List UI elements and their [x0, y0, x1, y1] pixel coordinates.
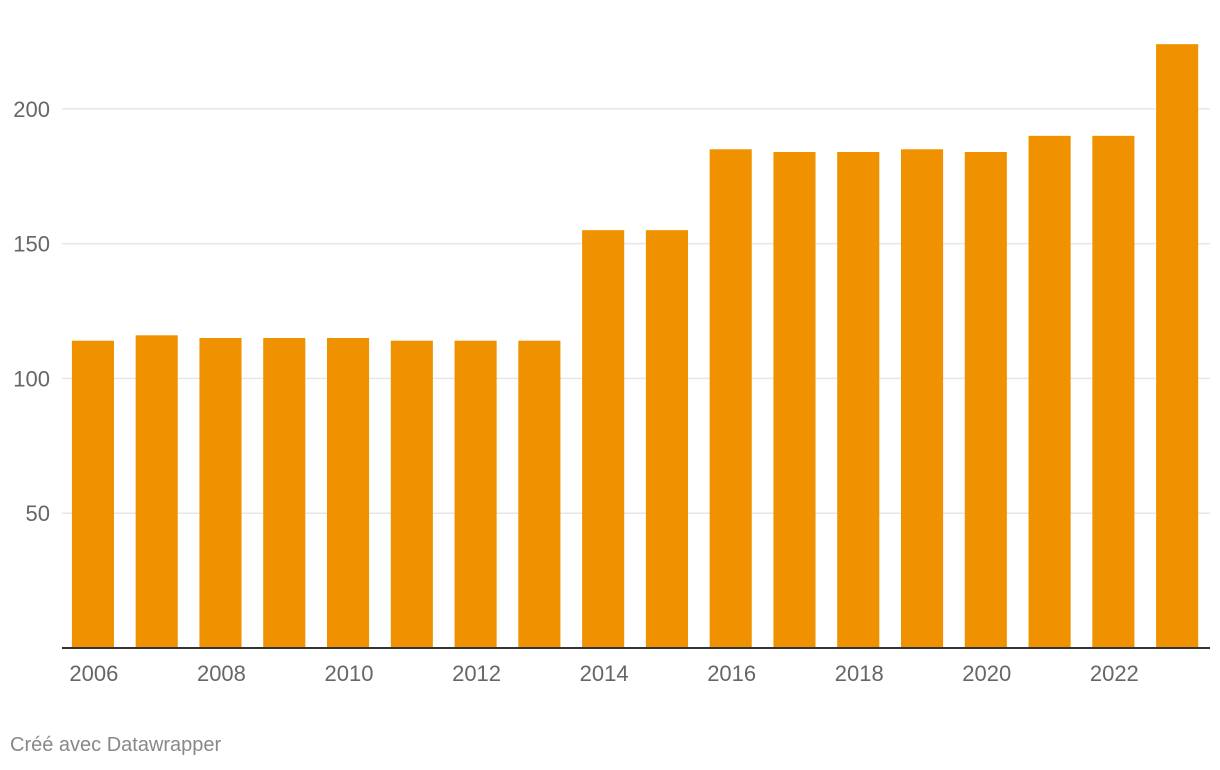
y-tick-labels: 50 100 150 200 [13, 97, 50, 526]
bar-2019 [900, 149, 944, 648]
x-tick-label-2016: 2016 [707, 661, 756, 686]
bar-2022 [1092, 135, 1135, 649]
x-tick-label-2022: 2022 [1090, 661, 1139, 686]
y-tick-label-200: 200 [13, 97, 50, 122]
x-tick-label-2006: 2006 [69, 661, 118, 686]
x-tick-label-2008: 2008 [197, 661, 246, 686]
bar-2008 [199, 338, 242, 648]
bar-chart: 50 100 150 200 2006 2008 2010 2012 2014 2016 2018… [13, 44, 1210, 686]
x-tick-label-2014: 2014 [580, 661, 629, 686]
y-tick-label-100: 100 [13, 366, 50, 391]
bar-2007 [135, 335, 178, 648]
y-tick-label-50: 50 [26, 501, 50, 526]
bar-2021 [1028, 135, 1071, 649]
bar-2018 [837, 152, 880, 648]
bar-2020 [964, 152, 1007, 648]
bar-2006 [71, 340, 114, 648]
bar-2014 [582, 230, 625, 648]
x-tick-label-2012: 2012 [452, 661, 501, 686]
bars [71, 44, 1199, 649]
x-tick-label-2010: 2010 [325, 661, 374, 686]
gridlines [62, 108, 1210, 514]
bar-2023 [1156, 44, 1199, 649]
x-tick-label-2020: 2020 [962, 661, 1011, 686]
bar-2009 [263, 338, 306, 648]
y-tick-label-150: 150 [13, 232, 50, 257]
x-tick-labels: 2006 2008 2010 2012 2014 2016 2018 2020 2022 [69, 661, 1138, 686]
credit-text: Créé avec Datawrapper [10, 734, 222, 756]
bar-2011 [390, 340, 433, 648]
x-tick-label-2018: 2018 [835, 661, 884, 686]
bar-2017 [773, 152, 816, 648]
bar-2010 [326, 338, 370, 648]
bar-2015 [645, 230, 688, 648]
bar-2016 [709, 149, 752, 648]
bar-2012 [454, 340, 497, 648]
bar-2013 [518, 340, 561, 648]
